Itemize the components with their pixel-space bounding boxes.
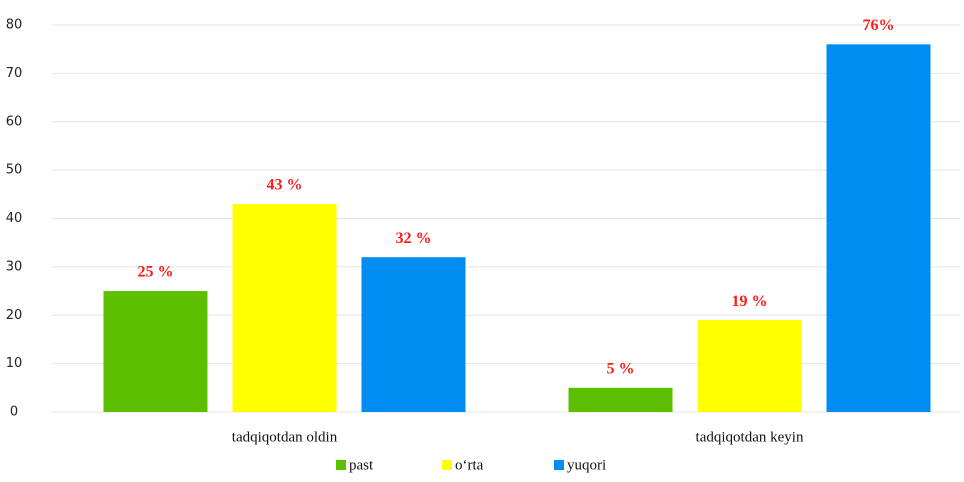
y-tick-label: 30: [6, 259, 23, 274]
y-tick-label: 20: [6, 308, 23, 323]
y-tick-label: 60: [6, 114, 23, 129]
value-label: 19 %: [732, 293, 768, 310]
bar: [568, 387, 673, 412]
value-label: 25 %: [138, 264, 174, 281]
y-tick-label: 40: [6, 211, 23, 226]
value-label: 43 %: [267, 177, 303, 194]
value-label: 5 %: [607, 360, 635, 377]
y-tick-label: 50: [6, 163, 23, 178]
legend-label: past: [349, 457, 374, 473]
legend-swatch: [554, 460, 564, 470]
legend-label: o‘rta: [455, 457, 484, 473]
y-tick-label: 10: [6, 356, 23, 371]
legend-swatch: [442, 460, 452, 470]
y-tick-label: 0: [10, 405, 18, 420]
value-label: 76%: [863, 17, 895, 34]
value-label: 32 %: [396, 230, 432, 247]
legend-label: yuqori: [567, 457, 606, 473]
x-tick-label: tadqiqotdan oldin: [232, 429, 338, 445]
y-tick-label: 80: [6, 18, 23, 33]
x-tick-label: tadqiqotdan keyin: [696, 429, 804, 445]
legend-swatch: [336, 460, 346, 470]
bar: [232, 203, 337, 412]
bar: [697, 320, 802, 412]
bar: [826, 44, 931, 412]
bar: [103, 291, 208, 412]
bar: [361, 257, 466, 412]
y-tick-label: 70: [6, 66, 23, 81]
